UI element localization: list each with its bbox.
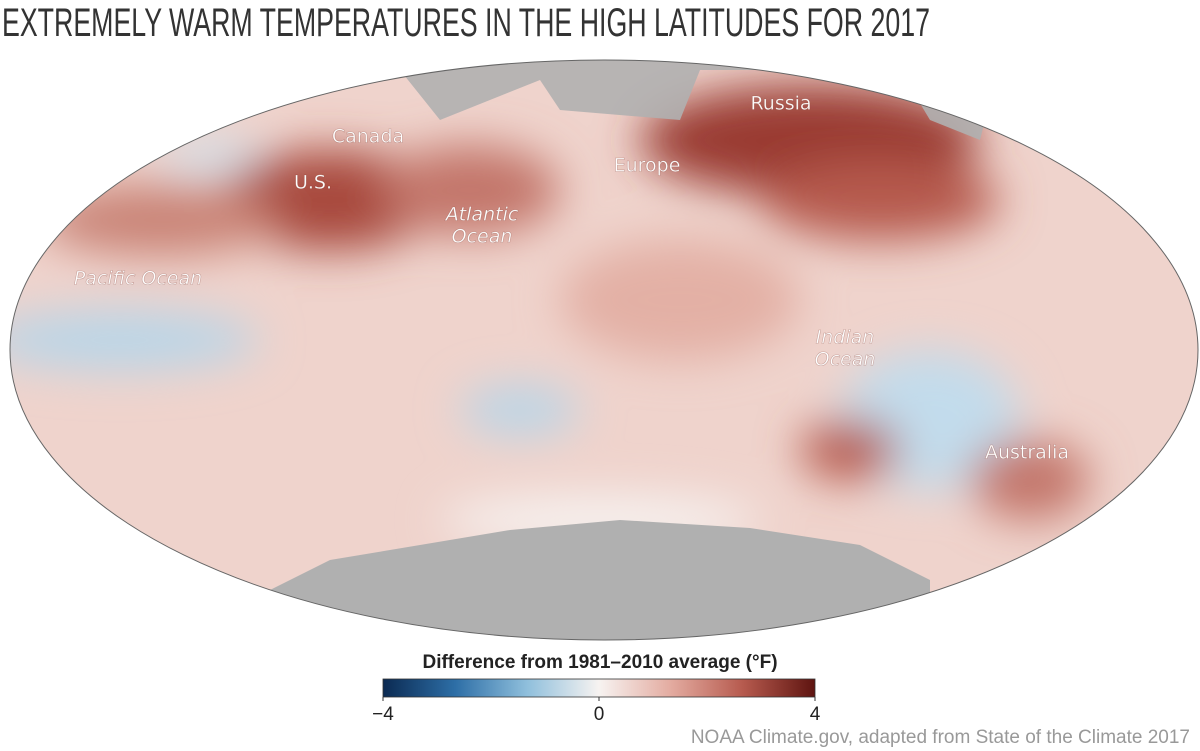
- map-label: Europe: [614, 155, 681, 177]
- map-label: Australia: [985, 442, 1069, 464]
- credit: NOAA Climate.gov, adapted from State of …: [691, 727, 1190, 748]
- map-label: Canada: [332, 126, 404, 148]
- map-outline: [9, 59, 1199, 641]
- map: [10, 60, 1198, 640]
- map-label: U.S.: [294, 172, 332, 194]
- map-label: Atlantic: [444, 204, 519, 226]
- map-label: Indian: [816, 327, 875, 349]
- map-label: Pacific Ocean: [74, 268, 202, 290]
- colorbar-tick-label: 4: [810, 704, 821, 725]
- colorbar-title: Difference from 1981–2010 average (°F): [422, 652, 777, 673]
- colorbar-ticks: −4 0 4: [372, 697, 821, 725]
- title: EXTREMELY WARM TEMPERATURES IN THE HIGH …: [2, 1, 930, 45]
- map-label: Ocean: [815, 349, 876, 371]
- colorbar-tick-label: −4: [372, 704, 394, 725]
- map-label: Ocean: [452, 226, 513, 248]
- map-labels: CanadaU.S.EuropeRussiaAtlanticOceanPacif…: [74, 92, 1070, 464]
- map-label: Russia: [750, 93, 811, 115]
- colorbar: [382, 678, 816, 698]
- colorbar-tick-label: 0: [594, 704, 605, 725]
